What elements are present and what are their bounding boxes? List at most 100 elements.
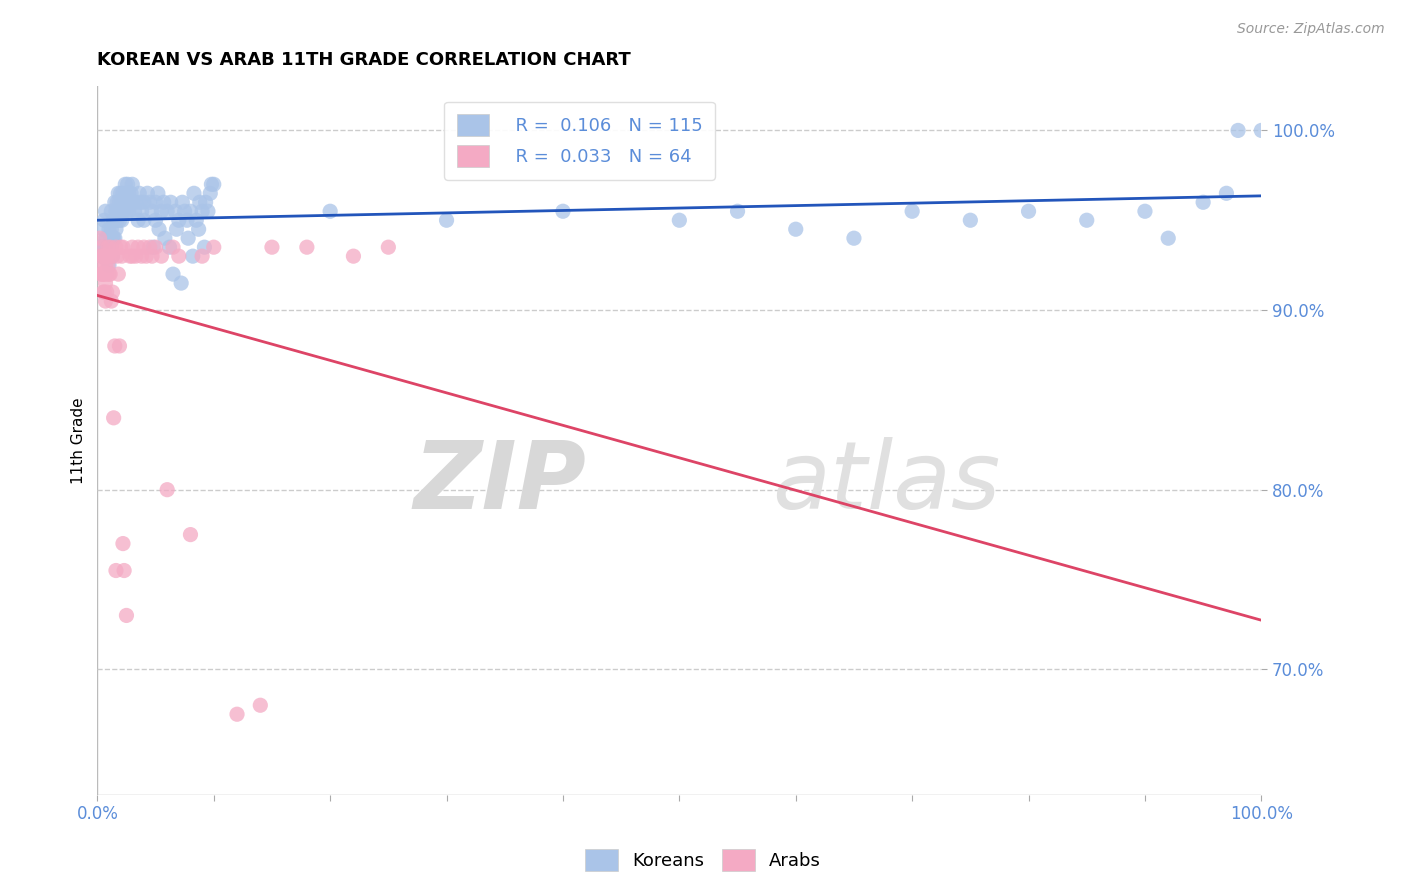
Point: [181, 249, 204, 263]
Point: [148, 222, 170, 236]
Point: [668, 213, 690, 227]
Point: [93, 240, 115, 254]
Point: [101, 285, 124, 299]
Text: atlas: atlas: [772, 437, 1001, 528]
Point: [101, 249, 124, 263]
Point: [121, 195, 143, 210]
Point: [110, 186, 132, 201]
Point: [150, 249, 173, 263]
Point: [197, 204, 219, 219]
Point: [108, 213, 131, 227]
Point: [105, 249, 128, 263]
Point: [98, 231, 121, 245]
Point: [127, 213, 149, 227]
Point: [104, 240, 127, 254]
Point: [166, 222, 188, 236]
Point: [131, 249, 153, 263]
Point: [91, 285, 114, 299]
Point: [260, 240, 283, 254]
Text: KOREAN VS ARAB 11TH GRADE CORRELATION CHART: KOREAN VS ARAB 11TH GRADE CORRELATION CH…: [97, 51, 631, 69]
Point: [159, 195, 181, 210]
Text: ZIP: ZIP: [413, 437, 586, 529]
Point: [96, 285, 118, 299]
Point: [107, 186, 129, 201]
Point: [98, 249, 121, 263]
Point: [127, 240, 149, 254]
Point: [93, 249, 115, 263]
Point: [93, 267, 115, 281]
Point: [118, 186, 141, 201]
Point: [94, 231, 117, 245]
Point: [162, 240, 184, 254]
Point: [91, 249, 114, 263]
Point: [98, 258, 121, 272]
Point: [97, 240, 120, 254]
Point: [141, 249, 163, 263]
Point: [135, 249, 157, 263]
Point: [104, 222, 127, 236]
Point: [111, 240, 134, 254]
Point: [90, 240, 112, 254]
Point: [98, 267, 121, 281]
Point: [121, 240, 143, 254]
Point: [727, 204, 749, 219]
Point: [96, 240, 118, 254]
Point: [226, 707, 249, 722]
Point: [111, 204, 134, 219]
Point: [152, 195, 174, 210]
Point: [1192, 195, 1215, 210]
Point: [103, 231, 125, 245]
Point: [115, 186, 138, 201]
Point: [91, 222, 114, 236]
Point: [93, 213, 115, 227]
Point: [89, 240, 111, 254]
Point: [107, 267, 129, 281]
Point: [436, 213, 458, 227]
Point: [125, 195, 148, 210]
Point: [108, 339, 131, 353]
Point: [91, 249, 114, 263]
Point: [842, 231, 865, 245]
Point: [120, 186, 142, 201]
Point: [111, 536, 134, 550]
Point: [96, 249, 118, 263]
Point: [138, 195, 160, 210]
Point: [94, 204, 117, 219]
Point: [94, 294, 117, 309]
Point: [145, 195, 167, 210]
Point: [104, 204, 127, 219]
Text: Source: ZipAtlas.com: Source: ZipAtlas.com: [1237, 22, 1385, 37]
Point: [98, 267, 121, 281]
Point: [107, 204, 129, 219]
Point: [100, 294, 122, 309]
Point: [128, 186, 150, 201]
Point: [111, 213, 134, 227]
Point: [101, 249, 124, 263]
Point: [200, 178, 222, 192]
Point: [162, 267, 184, 281]
Point: [100, 204, 122, 219]
Point: [121, 178, 143, 192]
Point: [342, 249, 364, 263]
Point: [176, 213, 198, 227]
Point: [100, 222, 122, 236]
Point: [150, 204, 173, 219]
Point: [104, 339, 127, 353]
Point: [115, 608, 138, 623]
Point: [118, 204, 141, 219]
Point: [177, 231, 200, 245]
Point: [111, 249, 134, 263]
Point: [94, 249, 117, 263]
Point: [111, 186, 134, 201]
Legend: Koreans, Arabs: Koreans, Arabs: [578, 842, 828, 879]
Point: [1250, 123, 1272, 137]
Point: [132, 240, 155, 254]
Point: [186, 213, 208, 227]
Point: [125, 249, 148, 263]
Point: [551, 204, 574, 219]
Point: [111, 195, 134, 210]
Point: [142, 240, 165, 254]
Point: [91, 267, 114, 281]
Point: [319, 204, 342, 219]
Point: [170, 276, 193, 290]
